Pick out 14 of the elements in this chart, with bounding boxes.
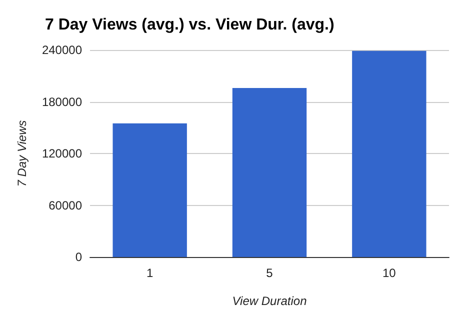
y-tick-label: 60000	[48, 198, 82, 212]
bar	[352, 50, 426, 257]
y-tick-label: 0	[75, 250, 82, 264]
y-axis-title: 7 Day Views	[15, 120, 29, 187]
x-tick-label: 1	[146, 266, 154, 280]
bar	[112, 123, 187, 257]
y-tick-label: 240000	[42, 43, 82, 57]
y-tick-label: 180000	[42, 94, 82, 109]
x-axis-title: View Duration	[232, 294, 308, 308]
x-tick-label: 5	[266, 266, 274, 280]
x-tick-label: 10	[382, 266, 396, 280]
bar	[232, 88, 307, 257]
chart-title: 7 Day Views (avg.) vs. View Dur. (avg.)	[45, 16, 334, 34]
y-tick-label: 120000	[42, 146, 82, 160]
